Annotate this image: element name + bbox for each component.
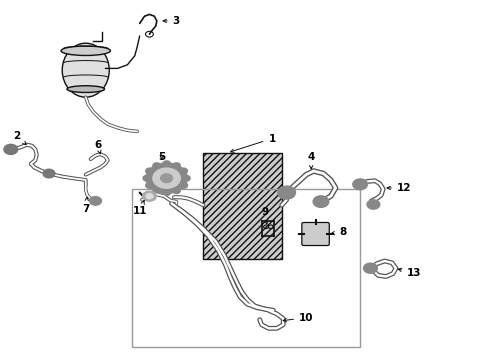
Text: 9: 9 [261, 207, 268, 224]
Text: 1: 1 [231, 134, 275, 152]
Text: 4: 4 [307, 152, 315, 169]
Circle shape [153, 163, 161, 168]
Circle shape [182, 175, 190, 181]
Circle shape [146, 163, 187, 193]
Circle shape [153, 168, 180, 188]
Circle shape [163, 161, 171, 167]
Text: 5: 5 [158, 152, 165, 162]
Circle shape [367, 200, 380, 209]
Ellipse shape [67, 86, 104, 93]
Circle shape [180, 168, 188, 174]
Circle shape [364, 263, 377, 273]
Circle shape [180, 183, 188, 188]
Text: 12: 12 [387, 183, 412, 193]
Circle shape [143, 175, 151, 181]
Circle shape [161, 174, 172, 183]
Circle shape [90, 197, 101, 205]
Circle shape [153, 188, 161, 194]
Circle shape [4, 144, 18, 154]
Circle shape [172, 188, 180, 194]
Ellipse shape [61, 46, 110, 55]
Circle shape [146, 183, 153, 188]
Text: 10: 10 [283, 312, 314, 323]
Bar [132, 189, 360, 347]
Text: 7: 7 [82, 197, 90, 214]
Text: 2: 2 [14, 131, 26, 145]
Text: 6: 6 [95, 140, 101, 154]
Circle shape [146, 194, 153, 199]
Circle shape [143, 191, 156, 201]
Text: 8: 8 [331, 227, 346, 237]
Ellipse shape [62, 43, 109, 97]
Text: 3: 3 [163, 16, 180, 26]
Text: 13: 13 [398, 268, 421, 278]
Text: 11: 11 [132, 200, 147, 216]
Circle shape [353, 179, 368, 190]
Circle shape [278, 186, 295, 199]
Circle shape [146, 168, 153, 174]
FancyBboxPatch shape [302, 222, 329, 246]
Circle shape [172, 163, 180, 168]
Bar [203, 153, 282, 259]
Circle shape [43, 169, 55, 178]
Circle shape [313, 196, 329, 207]
Circle shape [163, 190, 171, 195]
